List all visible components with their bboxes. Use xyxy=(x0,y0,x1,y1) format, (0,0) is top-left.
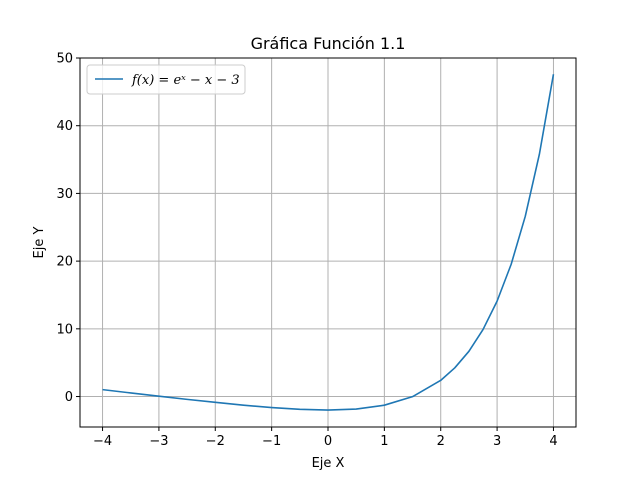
y-tick-label: 50 xyxy=(56,52,73,67)
y-tick-label: 0 xyxy=(65,390,73,405)
x-tick-label: 2 xyxy=(437,434,445,449)
x-tick-label: 4 xyxy=(549,434,557,449)
legend: f(x) = eˣ − x − 3 xyxy=(86,64,246,95)
y-tick-label: 10 xyxy=(56,322,73,337)
y-tick-label: 30 xyxy=(56,187,73,202)
x-tick-label: −1 xyxy=(262,434,281,449)
grid xyxy=(80,57,576,427)
x-tick-label: 1 xyxy=(380,434,388,449)
x-axis-ticks: −4 −3 −2 −1 0 1 2 3 4 xyxy=(93,427,558,449)
y-axis-ticks: 0 10 20 30 40 50 xyxy=(56,52,80,405)
x-tick-label: −3 xyxy=(149,434,168,449)
x-tick-label: 0 xyxy=(324,434,332,449)
series-line xyxy=(102,74,555,411)
x-axis-label: Eje X xyxy=(312,456,345,471)
x-tick-label: −4 xyxy=(93,434,112,449)
y-axis-label: Eje Y xyxy=(32,226,47,258)
y-tick-label: 20 xyxy=(56,255,73,270)
legend-entry-label: f(x) = eˣ − x − 3 xyxy=(131,73,240,88)
y-tick-label: 40 xyxy=(56,119,73,134)
legend-box xyxy=(86,64,246,95)
chart-title: Gráfica Función 1.1 xyxy=(251,34,406,53)
plot-area xyxy=(102,74,555,411)
x-tick-label: 3 xyxy=(493,434,501,449)
x-tick-label: −2 xyxy=(206,434,225,449)
